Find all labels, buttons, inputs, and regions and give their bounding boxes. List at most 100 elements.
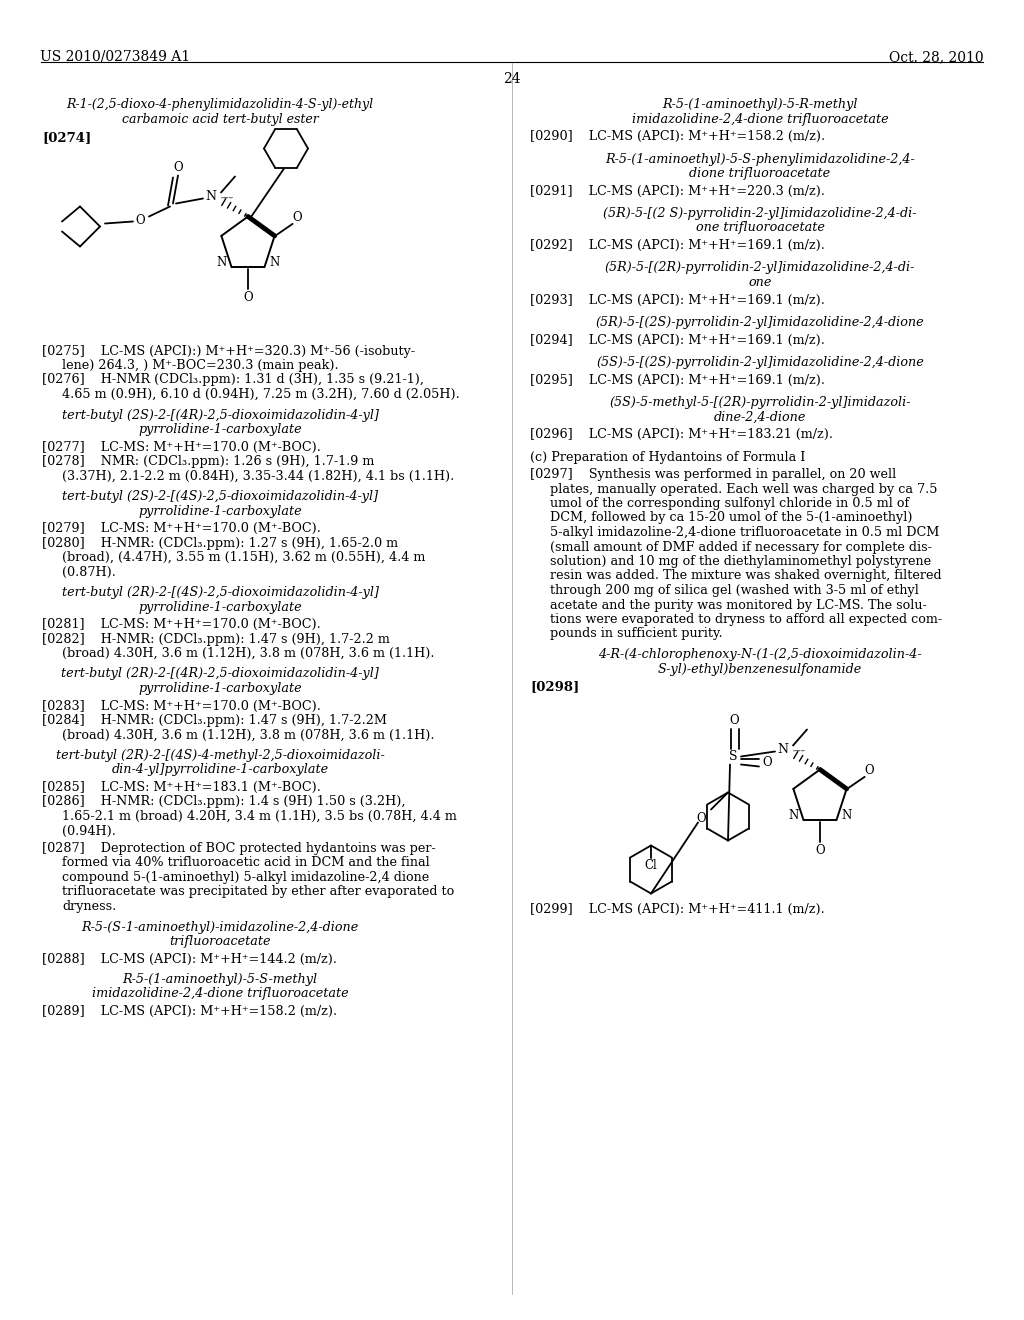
Text: N: N	[777, 743, 788, 756]
Text: [0283]    LC-MS: M⁺+H⁺=170.0 (M⁺-BOC).: [0283] LC-MS: M⁺+H⁺=170.0 (M⁺-BOC).	[42, 700, 321, 713]
Text: ‴‴‴: ‴‴‴	[793, 748, 806, 756]
Text: [0287]    Deprotection of BOC protected hydantoins was per-: [0287] Deprotection of BOC protected hyd…	[42, 842, 436, 855]
Text: one trifluoroacetate: one trifluoroacetate	[695, 222, 824, 235]
Text: tert-butyl (2S)-2-[(4R)-2,5-dioxoimidazolidin-4-yl]: tert-butyl (2S)-2-[(4R)-2,5-dioxoimidazo…	[61, 408, 379, 421]
Text: trifluoroacetate: trifluoroacetate	[169, 935, 270, 948]
Text: R-1-(2,5-dioxo-4-phenylimidazolidin-4-S-yl)-ethyl: R-1-(2,5-dioxo-4-phenylimidazolidin-4-S-…	[67, 98, 374, 111]
Text: (c) Preparation of Hydantoins of Formula I: (c) Preparation of Hydantoins of Formula…	[530, 450, 805, 463]
Text: O: O	[815, 843, 824, 857]
Text: [0295]    LC-MS (APCI): M⁺+H⁺=169.1 (m/z).: [0295] LC-MS (APCI): M⁺+H⁺=169.1 (m/z).	[530, 374, 825, 387]
Text: [0281]    LC-MS: M⁺+H⁺=170.0 (M⁺-BOC).: [0281] LC-MS: M⁺+H⁺=170.0 (M⁺-BOC).	[42, 618, 321, 631]
Text: O: O	[696, 812, 706, 825]
Text: ‴‴‴: ‴‴‴	[221, 195, 234, 203]
Text: pyrrolidine-1-carboxylate: pyrrolidine-1-carboxylate	[138, 422, 302, 436]
Text: (5S)-5-methyl-5-[(2R)-pyrrolidin-2-yl]imidazoli-: (5S)-5-methyl-5-[(2R)-pyrrolidin-2-yl]im…	[609, 396, 910, 409]
Text: N: N	[842, 809, 852, 821]
Text: 5-alkyl imidazoline-2,4-dione trifluoroacetate in 0.5 ml DCM: 5-alkyl imidazoline-2,4-dione trifluoroa…	[550, 525, 939, 539]
Text: [0282]    H-NMR: (CDCl₃.ppm): 1.47 s (9H), 1.7-2.2 m: [0282] H-NMR: (CDCl₃.ppm): 1.47 s (9H), …	[42, 632, 390, 645]
Text: R-5-(1-aminoethyl)-5-R-methyl: R-5-(1-aminoethyl)-5-R-methyl	[663, 98, 858, 111]
Text: [0297]    Synthesis was performed in parallel, on 20 well: [0297] Synthesis was performed in parall…	[530, 469, 896, 480]
Text: Oct. 28, 2010: Oct. 28, 2010	[890, 50, 984, 63]
Text: O: O	[762, 756, 772, 770]
Text: (5R)-5-[(2 S)-pyrrolidin-2-yl]imidazolidine-2,4-di-: (5R)-5-[(2 S)-pyrrolidin-2-yl]imidazolid…	[603, 207, 916, 220]
Text: [0277]    LC-MS: M⁺+H⁺=170.0 (M⁺-BOC).: [0277] LC-MS: M⁺+H⁺=170.0 (M⁺-BOC).	[42, 441, 321, 454]
Text: DCM, followed by ca 15-20 umol of the 5-(1-aminoethyl): DCM, followed by ca 15-20 umol of the 5-…	[550, 511, 912, 524]
Text: [0294]    LC-MS (APCI): M⁺+H⁺=169.1 (m/z).: [0294] LC-MS (APCI): M⁺+H⁺=169.1 (m/z).	[530, 334, 825, 346]
Text: (0.87H).: (0.87H).	[62, 565, 116, 578]
Text: imidazolidine-2,4-dione trifluoroacetate: imidazolidine-2,4-dione trifluoroacetate	[92, 987, 348, 1001]
Text: pounds in sufficient purity.: pounds in sufficient purity.	[550, 627, 723, 640]
Text: through 200 mg of silica gel (washed with 3-5 ml of ethyl: through 200 mg of silica gel (washed wit…	[550, 583, 919, 597]
Text: pyrrolidine-1-carboxylate: pyrrolidine-1-carboxylate	[138, 601, 302, 614]
Text: compound 5-(1-aminoethyl) 5-alkyl imidazoline-2,4 dione: compound 5-(1-aminoethyl) 5-alkyl imidaz…	[62, 871, 429, 884]
Text: solution) and 10 mg of the diethylaminomethyl polystyrene: solution) and 10 mg of the diethylaminom…	[550, 554, 931, 568]
Text: (broad), (4.47H), 3.55 m (1.15H), 3.62 m (0.55H), 4.4 m: (broad), (4.47H), 3.55 m (1.15H), 3.62 m…	[62, 550, 425, 564]
Text: (broad) 4.30H, 3.6 m (1.12H), 3.8 m (078H, 3.6 m (1.1H).: (broad) 4.30H, 3.6 m (1.12H), 3.8 m (078…	[62, 647, 434, 660]
Text: [0293]    LC-MS (APCI): M⁺+H⁺=169.1 (m/z).: [0293] LC-MS (APCI): M⁺+H⁺=169.1 (m/z).	[530, 293, 825, 306]
Text: 4-R-(4-chlorophenoxy-N-(1-(2,5-dioxoimidazolin-4-: 4-R-(4-chlorophenoxy-N-(1-(2,5-dioxoimid…	[598, 648, 922, 661]
Text: 24: 24	[503, 73, 521, 86]
Text: resin was added. The mixture was shaked overnight, filtered: resin was added. The mixture was shaked …	[550, 569, 942, 582]
Text: [0286]    H-NMR: (CDCl₃.ppm): 1.4 s (9H) 1.50 s (3.2H),: [0286] H-NMR: (CDCl₃.ppm): 1.4 s (9H) 1.…	[42, 796, 406, 808]
Text: [0290]    LC-MS (APCI): M⁺+H⁺=158.2 (m/z).: [0290] LC-MS (APCI): M⁺+H⁺=158.2 (m/z).	[530, 129, 825, 143]
Text: [0292]    LC-MS (APCI): M⁺+H⁺=169.1 (m/z).: [0292] LC-MS (APCI): M⁺+H⁺=169.1 (m/z).	[530, 239, 825, 252]
Text: tert-butyl (2R)-2-[(4S)-4-methyl-2,5-dioxoimidazoli-: tert-butyl (2R)-2-[(4S)-4-methyl-2,5-dio…	[55, 748, 384, 762]
Text: (3.37H), 2.1-2.2 m (0.84H), 3.35-3.44 (1.82H), 4.1 bs (1.1H).: (3.37H), 2.1-2.2 m (0.84H), 3.35-3.44 (1…	[62, 470, 455, 483]
Text: dione trifluoroacetate: dione trifluoroacetate	[689, 168, 830, 180]
Text: [0296]    LC-MS (APCI): M⁺+H⁺=183.21 (m/z).: [0296] LC-MS (APCI): M⁺+H⁺=183.21 (m/z).	[530, 428, 833, 441]
Text: [0291]    LC-MS (APCI): M⁺+H⁺=220.3 (m/z).: [0291] LC-MS (APCI): M⁺+H⁺=220.3 (m/z).	[530, 185, 825, 198]
Text: [0275]    LC-MS (APCI):) M⁺+H⁺=320.3) M⁺-56 (-isobuty-: [0275] LC-MS (APCI):) M⁺+H⁺=320.3) M⁺-56…	[42, 345, 415, 358]
Text: O: O	[135, 214, 144, 227]
Text: pyrrolidine-1-carboxylate: pyrrolidine-1-carboxylate	[138, 504, 302, 517]
Text: S-yl)-ethyl)benzenesulfonamide: S-yl)-ethyl)benzenesulfonamide	[657, 663, 862, 676]
Text: [0278]    NMR: (CDCl₃.ppm): 1.26 s (9H), 1.7-1.9 m: [0278] NMR: (CDCl₃.ppm): 1.26 s (9H), 1.…	[42, 455, 375, 469]
Text: [0279]    LC-MS: M⁺+H⁺=170.0 (M⁺-BOC).: [0279] LC-MS: M⁺+H⁺=170.0 (M⁺-BOC).	[42, 521, 321, 535]
Text: dryness.: dryness.	[62, 900, 117, 913]
Text: (5R)-5-[(2R)-pyrrolidin-2-yl]imidazolidine-2,4-di-: (5R)-5-[(2R)-pyrrolidin-2-yl]imidazolidi…	[605, 261, 915, 275]
Text: O: O	[243, 290, 253, 304]
Text: O: O	[173, 161, 183, 174]
Text: [0285]    LC-MS: M⁺+H⁺=183.1 (M⁺-BOC).: [0285] LC-MS: M⁺+H⁺=183.1 (M⁺-BOC).	[42, 781, 321, 795]
Text: [0280]    H-NMR: (CDCl₃.ppm): 1.27 s (9H), 1.65-2.0 m: [0280] H-NMR: (CDCl₃.ppm): 1.27 s (9H), …	[42, 536, 398, 549]
Text: R-5-(1-aminoethyl)-5-S-phenylimidazolidine-2,4-: R-5-(1-aminoethyl)-5-S-phenylimidazolidi…	[605, 153, 914, 165]
Text: plates, manually operated. Each well was charged by ca 7.5: plates, manually operated. Each well was…	[550, 483, 938, 495]
Text: [0289]    LC-MS (APCI): M⁺+H⁺=158.2 (m/z).: [0289] LC-MS (APCI): M⁺+H⁺=158.2 (m/z).	[42, 1005, 337, 1018]
Text: [0274]: [0274]	[42, 131, 91, 144]
Text: [0276]    H-NMR (CDCl₃.ppm): 1.31 d (3H), 1.35 s (9.21-1),: [0276] H-NMR (CDCl₃.ppm): 1.31 d (3H), 1…	[42, 374, 424, 387]
Text: O: O	[729, 714, 738, 727]
Text: tert-butyl (2R)-2-[(4S)-2,5-dioxoimidazolidin-4-yl]: tert-butyl (2R)-2-[(4S)-2,5-dioxoimidazo…	[61, 586, 379, 599]
Text: din-4-yl]pyrrolidine-1-carboxylate: din-4-yl]pyrrolidine-1-carboxylate	[112, 763, 329, 776]
Text: R-5-(1-aminoethyl)-5-S-methyl: R-5-(1-aminoethyl)-5-S-methyl	[123, 973, 317, 986]
Text: (small amount of DMF added if necessary for complete dis-: (small amount of DMF added if necessary …	[550, 540, 932, 553]
Text: O: O	[865, 764, 874, 777]
Text: dine-2,4-dione: dine-2,4-dione	[714, 411, 806, 424]
Text: 1.65-2.1 m (broad) 4.20H, 3.4 m (1.1H), 3.5 bs (0.78H, 4.4 m: 1.65-2.1 m (broad) 4.20H, 3.4 m (1.1H), …	[62, 810, 457, 822]
Text: N: N	[269, 256, 280, 269]
Text: carbamoic acid tert-butyl ester: carbamoic acid tert-butyl ester	[122, 112, 318, 125]
Text: (5R)-5-[(2S)-pyrrolidin-2-yl]imidazolidine-2,4-dione: (5R)-5-[(2S)-pyrrolidin-2-yl]imidazolidi…	[596, 315, 925, 329]
Text: acetate and the purity was monitored by LC-MS. The solu-: acetate and the purity was monitored by …	[550, 598, 927, 611]
Text: 4.65 m (0.9H), 6.10 d (0.94H), 7.25 m (3.2H), 7.60 d (2.05H).: 4.65 m (0.9H), 6.10 d (0.94H), 7.25 m (3…	[62, 388, 460, 401]
Text: (0.94H).: (0.94H).	[62, 825, 116, 837]
Text: N: N	[206, 190, 216, 203]
Text: imidazolidine-2,4-dione trifluoroacetate: imidazolidine-2,4-dione trifluoroacetate	[632, 112, 888, 125]
Text: tert-butyl (2R)-2-[(4R)-2,5-dioxoimidazolidin-4-yl]: tert-butyl (2R)-2-[(4R)-2,5-dioxoimidazo…	[61, 668, 379, 681]
Text: Cl: Cl	[645, 859, 657, 873]
Text: [0284]    H-NMR: (CDCl₃.ppm): 1.47 s (9H), 1.7-2.2M: [0284] H-NMR: (CDCl₃.ppm): 1.47 s (9H), …	[42, 714, 387, 727]
Text: formed via 40% trifluoroacetic acid in DCM and the final: formed via 40% trifluoroacetic acid in D…	[62, 857, 430, 870]
Text: umol of the corresponding sulfonyl chloride in 0.5 ml of: umol of the corresponding sulfonyl chlor…	[550, 498, 909, 510]
Text: (5S)-5-[(2S)-pyrrolidin-2-yl]imidazolidine-2,4-dione: (5S)-5-[(2S)-pyrrolidin-2-yl]imidazolidi…	[596, 356, 924, 370]
Text: S: S	[729, 750, 737, 763]
Text: O: O	[293, 211, 302, 224]
Text: pyrrolidine-1-carboxylate: pyrrolidine-1-carboxylate	[138, 682, 302, 696]
Text: [0298]: [0298]	[530, 680, 580, 693]
Text: (broad) 4.30H, 3.6 m (1.12H), 3.8 m (078H, 3.6 m (1.1H).: (broad) 4.30H, 3.6 m (1.12H), 3.8 m (078…	[62, 729, 434, 742]
Text: R-5-(S-1-aminoethyl)-imidazoline-2,4-dione: R-5-(S-1-aminoethyl)-imidazoline-2,4-dio…	[81, 920, 358, 933]
Text: US 2010/0273849 A1: US 2010/0273849 A1	[40, 50, 190, 63]
Text: N: N	[216, 256, 226, 269]
Text: [0299]    LC-MS (APCI): M⁺+H⁺=411.1 (m/z).: [0299] LC-MS (APCI): M⁺+H⁺=411.1 (m/z).	[530, 903, 824, 916]
Text: [0288]    LC-MS (APCI): M⁺+H⁺=144.2 (m/z).: [0288] LC-MS (APCI): M⁺+H⁺=144.2 (m/z).	[42, 953, 337, 965]
Text: N: N	[788, 809, 799, 821]
Text: lene) 264.3, ) M⁺-BOC=230.3 (main peak).: lene) 264.3, ) M⁺-BOC=230.3 (main peak).	[62, 359, 339, 372]
Text: trifluoracetate was precipitated by ether after evaporated to: trifluoracetate was precipitated by ethe…	[62, 886, 455, 899]
